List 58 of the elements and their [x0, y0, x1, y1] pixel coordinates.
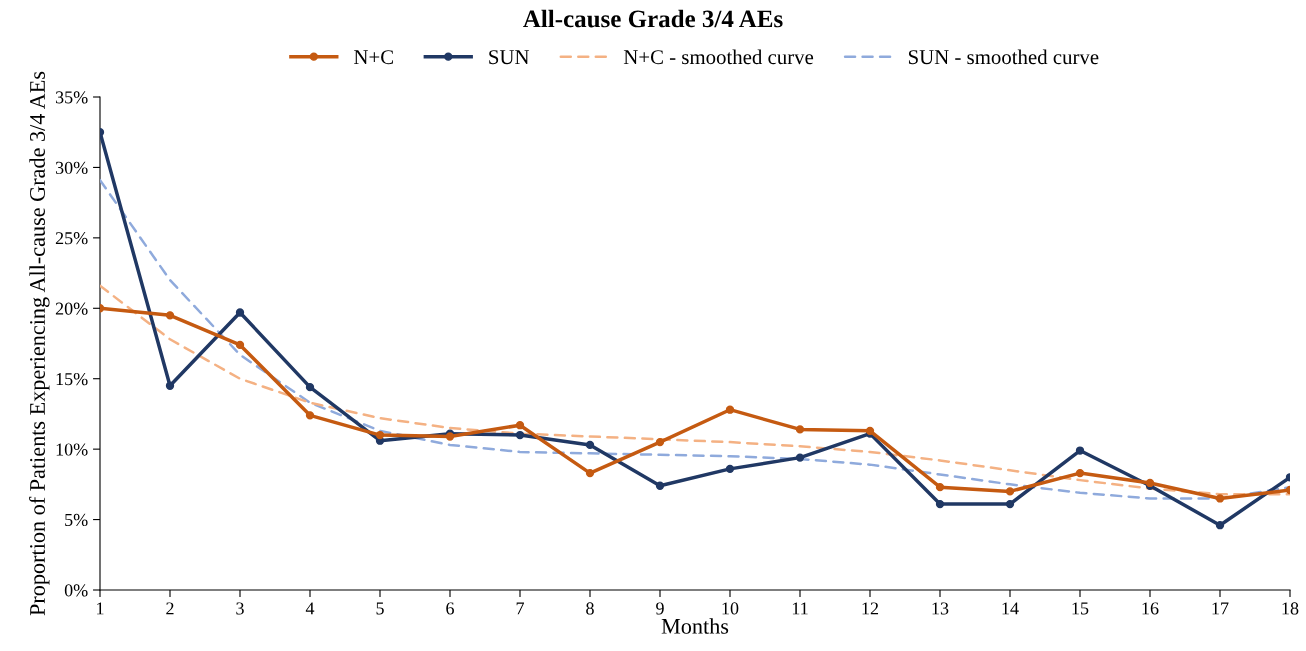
y-tick-label: 15%	[56, 372, 88, 386]
point	[235, 308, 245, 317]
y-tick-label: 5%	[65, 513, 88, 527]
x-tick-label: 10	[722, 602, 739, 615]
point	[305, 382, 315, 392]
y-axis-title: Proportion of Patients Experiencing All-cause Grade 3/4 AEs	[29, 71, 50, 616]
x-tick-label: 4	[305, 602, 315, 615]
point	[1215, 521, 1225, 530]
y-tick-label: 10%	[56, 443, 88, 456]
x-tick-label: 17	[1212, 602, 1229, 615]
point	[1075, 446, 1085, 455]
x-axis-title: Months	[661, 618, 729, 634]
legend-label: SUN	[489, 50, 530, 65]
x-tick-label: 1	[97, 602, 104, 615]
point	[165, 381, 175, 390]
x-tick-label: 14	[1002, 602, 1019, 615]
legend-label: N+C	[354, 50, 393, 65]
y-tick-label: 30%	[55, 161, 88, 174]
point	[725, 405, 735, 414]
legend-label: N+C - smoothed curve	[623, 49, 814, 65]
x-tick-label: 18	[1282, 602, 1299, 615]
point	[235, 340, 245, 350]
point	[515, 430, 525, 440]
x-tick-label: 5	[376, 602, 384, 615]
x-tick-label: 13	[932, 602, 949, 615]
y-tick-label: 20%	[55, 302, 88, 315]
x-tick-label: 6	[446, 602, 454, 615]
point	[375, 430, 385, 440]
y-tick-label: 25%	[55, 232, 88, 245]
y-tick-label: 35%	[55, 91, 88, 104]
chart-title: All-cause Grade 3/4 AEs	[523, 9, 783, 28]
point	[935, 483, 945, 492]
point	[655, 437, 665, 447]
point	[795, 453, 805, 462]
point	[1005, 499, 1015, 509]
x-tick-label: 15	[1072, 602, 1089, 615]
x-tick-label: 7	[516, 602, 524, 615]
point	[1075, 468, 1085, 478]
x-tick-label: 11	[792, 602, 808, 615]
point	[795, 425, 805, 434]
point	[305, 411, 315, 420]
point	[935, 499, 945, 509]
x-tick-label: 3	[236, 602, 244, 615]
point	[515, 421, 525, 430]
point	[1005, 487, 1015, 496]
x-tick-label: 8	[586, 602, 594, 615]
point	[725, 464, 735, 474]
x-tick-label: 2	[166, 602, 174, 615]
point	[165, 311, 175, 320]
x-tick-label: 9	[656, 602, 664, 615]
point	[655, 481, 665, 490]
legend-label: SUN - smoothed curve	[908, 49, 1099, 65]
y-tick-label: 0%	[64, 584, 88, 597]
x-tick-label: 16	[1142, 602, 1159, 615]
point	[1215, 494, 1225, 503]
point	[585, 440, 595, 450]
x-tick-label: 12	[862, 602, 879, 615]
point	[585, 468, 595, 478]
